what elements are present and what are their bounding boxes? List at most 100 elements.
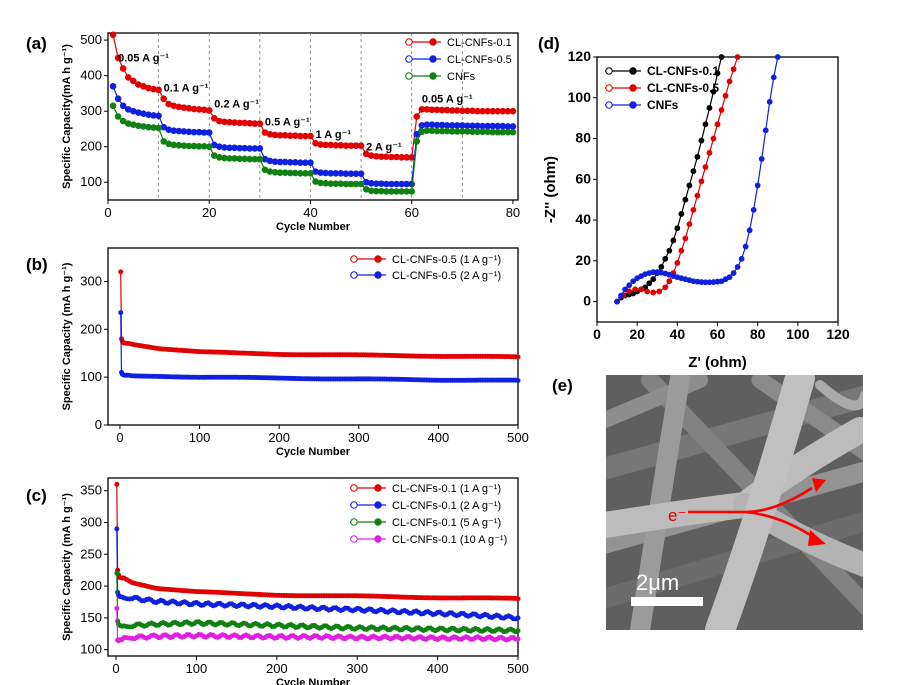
data-point xyxy=(357,142,365,149)
data-point xyxy=(656,288,663,295)
y-axis-label: Specific Capacity (mA h g⁻¹) xyxy=(61,262,73,410)
y-tick-label: 100 xyxy=(80,369,102,384)
x-tick-label: 60 xyxy=(404,205,418,220)
legend-marker-filled xyxy=(374,271,382,279)
chart-a: 0 20 40 60 80 100 200 300 400 500 Cycle Number Spec… xyxy=(61,31,520,233)
data-point xyxy=(686,182,693,189)
x-tick-label: 60 xyxy=(710,326,726,342)
y-tick-label: 20 xyxy=(575,252,591,268)
y-tick-label: 300 xyxy=(80,273,102,288)
legend-label: CL-CNFs-0.5 (1 A g⁻¹) xyxy=(392,254,501,266)
x-tick-label: 400 xyxy=(427,661,449,676)
chart-d: 0 20 40 60 80 100 120 0 20 40 60 80 100 120 Z' (ohm) -Z… xyxy=(542,48,850,371)
data-point xyxy=(694,192,701,199)
x-axis-label: Cycle Number xyxy=(276,677,351,685)
data-point xyxy=(614,298,620,305)
data-point xyxy=(670,237,677,244)
legend-marker-filled xyxy=(429,55,437,63)
x-tick-label: 500 xyxy=(507,430,529,445)
data-point xyxy=(509,123,517,130)
data-point xyxy=(734,264,741,270)
data-point xyxy=(515,615,521,621)
data-point xyxy=(155,112,162,120)
data-point xyxy=(746,227,753,234)
plot-frame-c xyxy=(107,477,519,657)
data-point xyxy=(718,54,725,60)
x-tick-label: 20 xyxy=(629,326,645,342)
data-point xyxy=(357,180,365,188)
data-point xyxy=(658,264,665,270)
legend-marker-open xyxy=(405,38,413,46)
legend-marker-filled xyxy=(429,38,437,46)
legend-label: CNFs xyxy=(647,98,679,112)
legend-label: CL-CNFs-0.1 (5 A g⁻¹) xyxy=(392,517,501,529)
legend-marker-open xyxy=(350,255,358,263)
y-tick-label: 200 xyxy=(80,321,102,336)
x-tick-label: 40 xyxy=(670,326,686,342)
data-point xyxy=(718,107,725,113)
data-point xyxy=(130,77,137,85)
rate-annotation: 0.05 A g⁻¹ xyxy=(422,93,473,105)
rate-annotation: 0.2 A g⁻¹ xyxy=(214,99,259,111)
y-axis-label: Specific Capacity(mA h g⁻¹) xyxy=(61,44,73,189)
data-point xyxy=(726,78,733,85)
data-point xyxy=(307,159,314,166)
legend-marker-open xyxy=(405,55,413,63)
data-point xyxy=(114,54,122,62)
y-tick-label: 0 xyxy=(583,293,591,309)
electron-label: e⁻ xyxy=(668,506,686,525)
y-tick-label: 40 xyxy=(575,211,591,227)
data-point xyxy=(210,114,218,122)
x-tick-label: 300 xyxy=(348,430,370,445)
data-point xyxy=(638,286,645,293)
y-tick-label: 300 xyxy=(80,103,102,118)
legend-marker-filled xyxy=(374,255,382,263)
data-point xyxy=(509,128,517,136)
y-tick-label: 0 xyxy=(95,417,102,432)
data-point xyxy=(762,127,769,134)
y-tick-label: 200 xyxy=(80,578,102,593)
data-point xyxy=(702,164,709,170)
data-point xyxy=(682,235,689,242)
rate-annotation: 2 A g⁻¹ xyxy=(366,141,402,153)
data-point xyxy=(690,168,697,175)
data-point xyxy=(750,206,757,213)
panel-label-a: (a) xyxy=(26,34,47,53)
scale-bar-label: 2μm xyxy=(636,570,679,595)
data-point xyxy=(754,182,761,189)
data-point xyxy=(766,98,773,105)
data-point xyxy=(256,155,264,163)
series-line-a-2 xyxy=(112,105,513,193)
y-axis-label: Specific Capacity (mA h g⁻¹) xyxy=(61,493,73,641)
data-point xyxy=(124,74,132,81)
data-point xyxy=(710,88,717,95)
legend-label: CL-CNFs-0.1 (1 A g⁻¹) xyxy=(392,483,501,495)
legend-marker-open xyxy=(605,84,613,92)
data-point xyxy=(205,107,213,114)
data-point xyxy=(630,278,637,285)
legend-marker-open xyxy=(605,67,613,75)
data-point xyxy=(702,121,709,128)
legend-label: CL-CNFs-0.5 xyxy=(447,54,512,66)
legend-marker-filled xyxy=(629,67,637,75)
data-point xyxy=(114,570,120,576)
legend-label: CL-CNFs-0.1 (10 A g⁻¹) xyxy=(392,534,507,546)
data-point xyxy=(650,289,657,296)
data-point xyxy=(644,288,651,295)
y-tick-label: 120 xyxy=(568,48,592,64)
data-point xyxy=(307,170,314,177)
data-point xyxy=(714,70,721,77)
data-point xyxy=(722,92,729,99)
data-point xyxy=(114,95,122,103)
y-tick-label: 100 xyxy=(80,174,102,189)
x-tick-label: 200 xyxy=(268,430,290,445)
data-point xyxy=(118,310,124,316)
legend-marker-open xyxy=(405,72,413,80)
legend-label: CL-CNFs-0.5 (2 A g⁻¹) xyxy=(392,270,501,282)
data-point xyxy=(205,129,213,136)
x-tick-label: 100 xyxy=(189,430,211,445)
data-point xyxy=(109,31,117,39)
data-point xyxy=(730,270,737,276)
y-tick-label: 250 xyxy=(80,546,102,561)
